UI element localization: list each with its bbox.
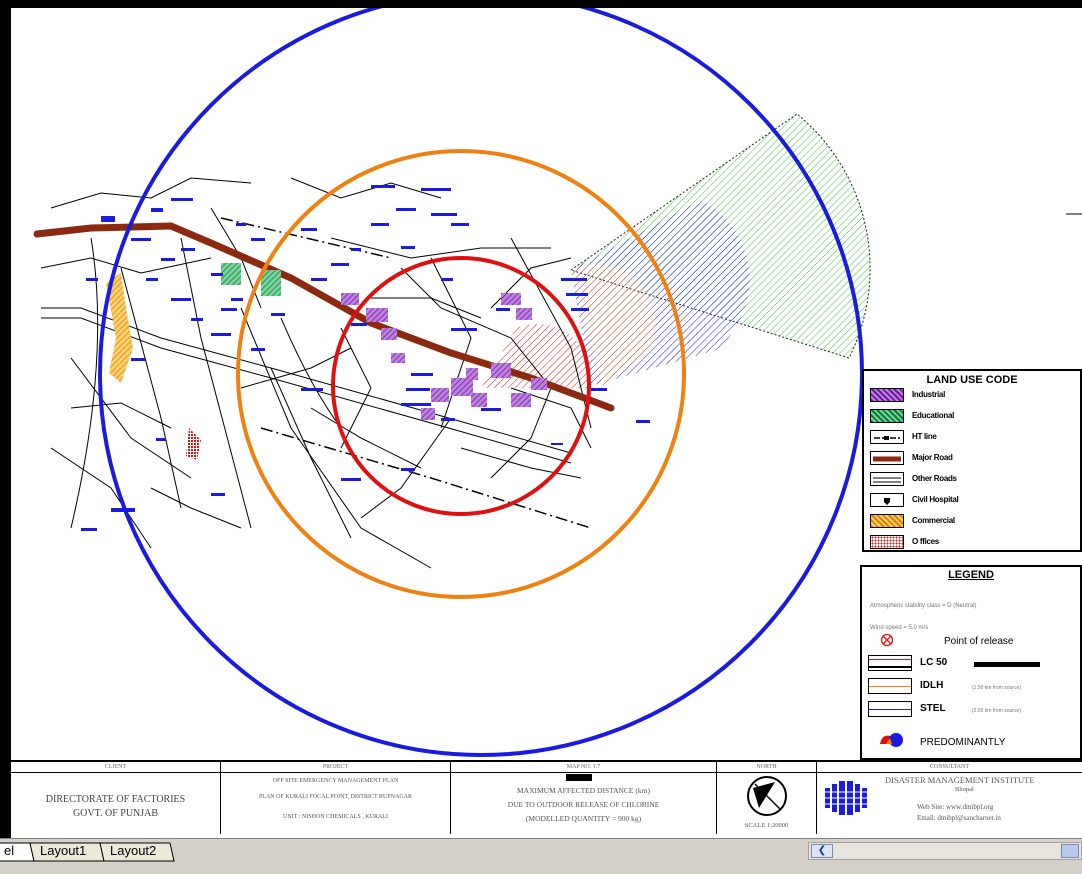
client-line-1: DIRECTORATE OF FACTORIES: [45, 794, 186, 805]
major-road-swatch-icon: [870, 451, 904, 465]
educational-areas: [221, 263, 281, 296]
scroll-left-arrow-icon[interactable]: ❮: [811, 844, 833, 858]
lc50-swatch-icon: [868, 655, 912, 671]
stel-swatch-icon: [868, 701, 912, 717]
north-arrow-icon: [747, 776, 787, 816]
release-label: Point of release: [944, 636, 1014, 647]
stability-note: Atmospheric stability class = D (Neutral…: [870, 603, 977, 609]
commercial-areas: [106, 273, 133, 383]
map-no-bar: [566, 774, 592, 781]
idlh-label: IDLH: [920, 680, 944, 691]
idlh-distance-note: (1.50 km from source): [972, 685, 1021, 691]
north-cell: NORTH SCALE 1:20000: [717, 762, 817, 834]
ht-line: [260, 427, 592, 529]
landuse-item-major-road: Major Road: [870, 451, 1070, 467]
land-use-title: LAND USE CODE: [926, 374, 1018, 386]
scroll-thumb[interactable]: [1061, 844, 1079, 858]
consultant-line-2: Bhopal: [955, 786, 974, 793]
lc50-circle: [331, 256, 591, 516]
predominant-wind-icon: [880, 733, 903, 747]
landuse-item-commercial: Commercial: [870, 514, 1070, 530]
civil-hospital-swatch-icon: [870, 493, 904, 507]
landuse-item-other-roads: Other Roads: [870, 472, 1070, 488]
client-line-2: GOVT. OF PUNJAB: [72, 808, 159, 819]
horizontal-scrollbar[interactable]: ❮: [808, 842, 1082, 860]
stel-label: STEL: [920, 703, 946, 714]
map-line-2: DUE TO OUTDOOR RELEASE OF CHLORINE: [507, 800, 660, 809]
predominantly-label: PREDOMINANTLY: [920, 737, 1006, 748]
legend-panel: LEGEND Atmospheric stability class = D (…: [860, 565, 1082, 760]
commercial-swatch-icon: [870, 514, 904, 528]
consultant-cell: CONSULTANT DISASTER MANAGEMENT INSTITUTE…: [817, 762, 1082, 834]
tab-model[interactable]: el: [4, 843, 15, 858]
map-line-1: MAXIMUM AFFECTED DISTANCE (km): [517, 786, 650, 795]
landuse-item-offices: O ffices: [870, 535, 1070, 551]
idlh-swatch-icon: [868, 678, 912, 694]
project-line-3: UNIT : NISHON CHEMICALS , KURALI: [283, 814, 388, 820]
consultant-line-1: DISASTER MANAGEMENT INSTITUTE: [885, 775, 1035, 785]
landuse-item-ht-line: HT line: [870, 430, 1070, 446]
landuse-item-civil-hospital: Civil Hospital: [870, 493, 1070, 509]
industrial-swatch-icon: [870, 388, 904, 402]
legend-title: LEGEND: [948, 569, 994, 581]
lc50-label: LC 50: [920, 657, 948, 668]
tab-layout2[interactable]: Layout2: [110, 843, 157, 858]
dmi-logo-icon: [823, 781, 873, 815]
offices-swatch-icon: [870, 535, 904, 549]
stel-circle: [98, 8, 864, 757]
consultant-line-4: Email: dmibpl@sancharnet.in: [917, 814, 1001, 822]
industrial-areas: [341, 293, 547, 420]
project-line-1: OFF SITE EMERGENCY MANAGEMENT PLAN: [272, 778, 399, 784]
land-use-code-panel: LAND USE CODE Industrial Educational HT …: [862, 369, 1082, 552]
tab-outlines: [0, 842, 175, 862]
plume-zones: [481, 113, 871, 388]
scale-text: SCALE 1:20000: [744, 822, 789, 829]
idlh-circle: [236, 149, 686, 599]
landuse-item-industrial: Industrial: [870, 388, 1070, 404]
ht-line-upper: [220, 217, 392, 259]
lc50-outer-plume: [571, 264, 656, 386]
other-roads-swatch-icon: [870, 472, 904, 486]
consultant-line-3: Web Site: www.dmibpl.org: [917, 803, 994, 811]
layout-tab-bar: el Layout1 Layout2 ❮: [0, 838, 1082, 874]
map-canvas: [33, 8, 1082, 757]
map-place-labels: [81, 185, 650, 531]
tab-layout1[interactable]: Layout1: [40, 843, 87, 858]
release-point-icon: [880, 633, 894, 647]
title-block: CLIENT DIRECTORATE OF FACTORIES GOVT. OF…: [11, 760, 1082, 836]
wind-speed-note: Wind speed = 5.0 m/s: [870, 625, 929, 631]
offices-areas: [186, 428, 201, 460]
map-line-3: (MODELLED QUANTITY = 900 kg): [525, 814, 642, 823]
project-cell: PROJECT OFF SITE EMERGENCY MANAGEMENT PL…: [221, 762, 451, 834]
project-line-2: PLAN OF KURALI FOCAL POINT, DISTRICT RUP…: [258, 794, 413, 800]
landuse-item-educational: Educational: [870, 409, 1070, 425]
stel-distance-note: (2.65 km from source): [972, 708, 1021, 714]
educational-swatch-icon: [870, 409, 904, 423]
other-roads: [40, 177, 592, 569]
client-cell: CLIENT DIRECTORATE OF FACTORIES GOVT. OF…: [11, 762, 221, 834]
ht-line-swatch-icon: [870, 430, 904, 444]
drawing-sheet: LAND USE CODE Industrial Educational HT …: [11, 8, 1082, 838]
map-info-cell: MAP NO. 1.7 MAXIMUM AFFECTED DISTANCE (k…: [451, 762, 717, 834]
lc50-bar: [974, 662, 1040, 667]
